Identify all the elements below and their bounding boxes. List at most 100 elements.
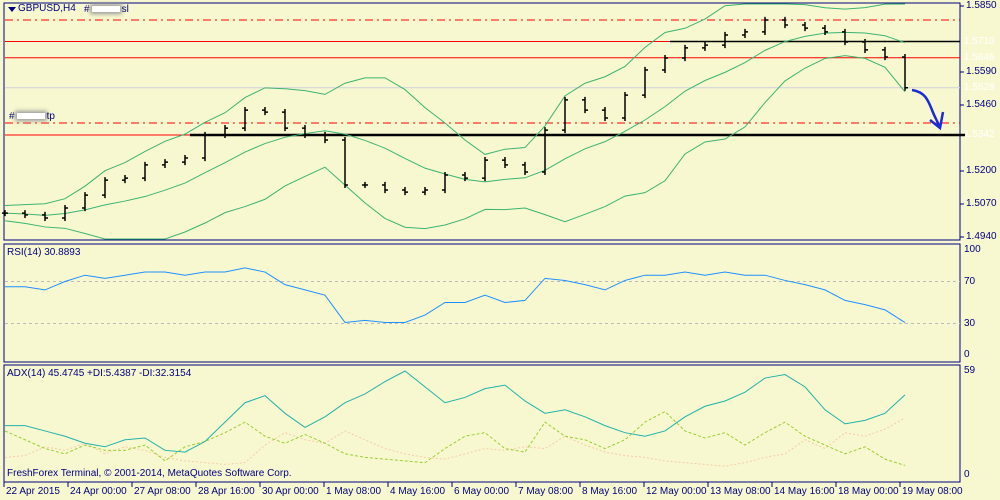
time-tick-label: 19 May 08:00 bbox=[902, 486, 963, 497]
price-bar bbox=[362, 181, 368, 189]
time-tick-label: 13 May 08:00 bbox=[710, 486, 771, 497]
indicator-tick-label: 70 bbox=[964, 275, 976, 287]
price-tag-resistance-2: 1.5646 bbox=[964, 52, 995, 63]
time-tick-label: 4 May 16:00 bbox=[390, 486, 446, 497]
time-tick-label: 30 Apr 00:00 bbox=[262, 486, 319, 497]
time-tick-label: 18 May 00:00 bbox=[838, 486, 899, 497]
main-panel-border bbox=[3, 2, 961, 241]
price-tag-resistance-1: 1.5710 bbox=[964, 36, 995, 47]
price-bar bbox=[642, 66, 648, 99]
price-bar bbox=[562, 96, 568, 134]
price-bar bbox=[782, 16, 788, 29]
adx-label: ADX(14) 45.4745 +DI:5.4387 -DI:32.3154 bbox=[7, 368, 192, 379]
price-bar bbox=[62, 205, 68, 222]
time-tick-label: 7 May 08:00 bbox=[518, 486, 574, 497]
price-bar bbox=[382, 181, 388, 194]
time-tick-label: 27 Apr 08:00 bbox=[134, 486, 191, 497]
price-bar bbox=[602, 107, 608, 121]
indicator-tick-label: 0 bbox=[964, 469, 970, 480]
price-bar bbox=[142, 161, 148, 182]
indicator-tick-label: 100 bbox=[964, 244, 981, 255]
price-bar bbox=[22, 210, 28, 218]
price-bar bbox=[102, 177, 108, 199]
price-tag-support: 1.5342 bbox=[964, 129, 995, 140]
adx-panel-border bbox=[3, 364, 961, 483]
price-bar bbox=[582, 96, 588, 114]
price-bar bbox=[902, 53, 908, 91]
price-tick-label: 1.5460 bbox=[966, 99, 997, 110]
price-bar bbox=[82, 192, 88, 212]
price-bar bbox=[342, 136, 348, 189]
price-bar bbox=[182, 155, 188, 166]
rsi-panel-border bbox=[3, 243, 961, 363]
price-bar bbox=[522, 161, 528, 176]
rsi-line bbox=[5, 267, 906, 323]
indicator-tick-label: 59 bbox=[964, 365, 976, 376]
price-bar bbox=[282, 109, 288, 132]
price-bars bbox=[2, 16, 908, 222]
bb-upper bbox=[4, 3, 906, 207]
sl-suffix: sl bbox=[121, 4, 129, 15]
axes bbox=[3, 5, 964, 487]
rsi-series bbox=[5, 267, 960, 324]
plus-di-line bbox=[4, 410, 906, 466]
time-tick-label: 8 May 16:00 bbox=[582, 486, 638, 497]
price-bar bbox=[162, 159, 168, 168]
time-tick-label: 24 Apr 00:00 bbox=[70, 486, 127, 497]
price-bar bbox=[222, 125, 228, 138]
price-bar bbox=[682, 44, 688, 62]
time-tick-label: 28 Apr 16:00 bbox=[198, 486, 255, 497]
symbol-title: GBPUSD,H4 bbox=[18, 3, 76, 14]
price-bar bbox=[722, 31, 728, 49]
price-bar bbox=[762, 16, 768, 35]
dropdown-triangle-icon[interactable] bbox=[8, 7, 16, 12]
price-bar bbox=[2, 210, 8, 217]
price-bar bbox=[742, 28, 748, 38]
price-levels bbox=[5, 19, 965, 137]
down-arrow-annotation bbox=[911, 88, 945, 131]
time-tick-label: 1 May 08:00 bbox=[326, 486, 382, 497]
stop-loss-label: # sl bbox=[84, 4, 129, 16]
price-bar bbox=[422, 186, 428, 196]
sl-prefix: # bbox=[84, 4, 90, 15]
indicator-tick-label: 0 bbox=[964, 349, 970, 360]
price-bar bbox=[242, 107, 248, 132]
redacted-ticket bbox=[16, 113, 45, 120]
price-tick-label: 1.5070 bbox=[966, 198, 997, 209]
bollinger-bands bbox=[4, 3, 906, 240]
rsi-label: RSI(14) 30.8893 bbox=[7, 247, 81, 258]
price-bar bbox=[442, 172, 448, 194]
price-bar bbox=[862, 39, 868, 53]
price-tick-label: 1.4940 bbox=[966, 231, 997, 242]
price-tick-label: 1.5850 bbox=[966, 0, 997, 11]
price-bar bbox=[882, 46, 888, 61]
time-tick-label: 22 Apr 2015 bbox=[6, 486, 60, 497]
price-bar bbox=[42, 211, 48, 222]
copyright-text: FreshForex Terminal, © 2001-2014, MetaQu… bbox=[7, 468, 292, 479]
price-bar bbox=[302, 125, 308, 138]
price-bar bbox=[842, 28, 848, 46]
minus-di-line bbox=[4, 417, 906, 467]
price-bar bbox=[462, 172, 468, 182]
tp-prefix: # bbox=[9, 111, 15, 122]
price-bar bbox=[662, 54, 668, 74]
bb-lower bbox=[4, 55, 906, 240]
price-bar bbox=[502, 157, 508, 168]
price-tick-label: 1.5590 bbox=[966, 66, 997, 77]
price-bar bbox=[482, 157, 488, 182]
price-bar bbox=[622, 92, 628, 121]
adx-line bbox=[5, 370, 906, 453]
price-bar bbox=[202, 131, 208, 162]
price-bar bbox=[322, 131, 328, 144]
price-bar bbox=[702, 42, 708, 51]
price-tick-label: 1.5200 bbox=[966, 165, 997, 176]
tp-suffix: tp bbox=[46, 111, 55, 122]
price-bar bbox=[542, 127, 548, 176]
price-bar bbox=[802, 21, 808, 32]
indicator-tick-label: 30 bbox=[964, 317, 976, 329]
price-bar bbox=[122, 175, 128, 184]
redacted-ticket bbox=[91, 6, 120, 13]
time-tick-label: 12 May 00:00 bbox=[646, 486, 707, 497]
take-profit-label: # tp bbox=[9, 111, 55, 123]
